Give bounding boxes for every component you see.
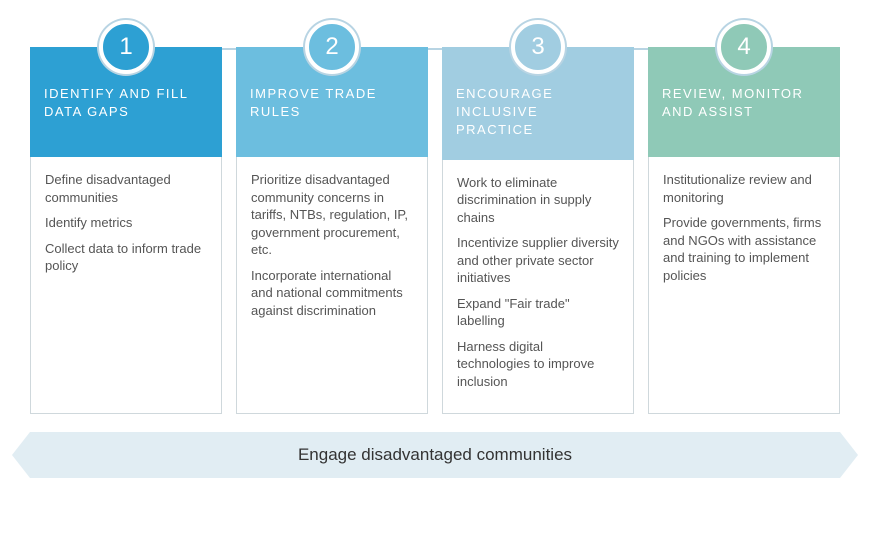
step-item: Provide governments, firms and NGOs with… (663, 214, 825, 284)
step-body: Institutionalize review and monitoring P… (648, 157, 840, 414)
step-1: 1 IDENTIFY AND FILL DATA GAPS Define dis… (30, 20, 222, 414)
step-body: Work to eliminate discrimination in supp… (442, 160, 634, 414)
step-item: Incentivize supplier diversity and other… (457, 234, 619, 287)
step-number-circle: 4 (717, 20, 771, 74)
step-4: 4 REVIEW, MONITOR AND ASSIST Institution… (648, 20, 840, 414)
step-number-circle: 2 (305, 20, 359, 74)
step-item: Collect data to inform trade policy (45, 240, 207, 275)
step-item: Identify metrics (45, 214, 207, 232)
step-item: Harness digital technologies to improve … (457, 338, 619, 391)
step-2: 2 IMPROVE TRADE RULES Prioritize disadva… (236, 20, 428, 414)
step-number-circle: 1 (99, 20, 153, 74)
step-body: Prioritize disadvantaged community conce… (236, 157, 428, 414)
step-number-circle: 3 (511, 20, 565, 74)
step-item: Define disadvantaged communities (45, 171, 207, 206)
steps-row: 1 IDENTIFY AND FILL DATA GAPS Define dis… (30, 20, 840, 414)
step-3: 3 ENCOURAGE INCLUSIVE PRACTICE Work to e… (442, 20, 634, 414)
footer-text: Engage disadvantaged communities (298, 445, 572, 465)
step-item: Expand "Fair trade" labelling (457, 295, 619, 330)
step-item: Institutionalize review and monitoring (663, 171, 825, 206)
step-item: Prioritize disadvantaged community conce… (251, 171, 413, 259)
footer-banner: Engage disadvantaged communities (30, 432, 840, 478)
step-item: Incorporate international and national c… (251, 267, 413, 320)
step-body: Define disadvantaged communities Identif… (30, 157, 222, 414)
step-item: Work to eliminate discrimination in supp… (457, 174, 619, 227)
